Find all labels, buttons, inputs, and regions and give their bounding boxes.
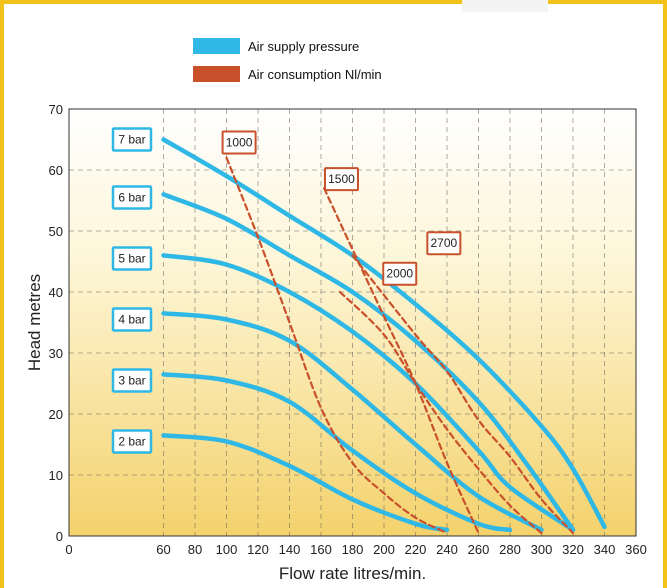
pressure-curve-6-bar (161, 192, 576, 533)
pressure-curve-7-bar (161, 137, 607, 530)
label-text: 7 bar (118, 133, 145, 147)
label-box (323, 167, 359, 192)
x-tick-label: 0 (65, 542, 72, 557)
x-tick-label: 340 (594, 542, 616, 557)
label-text: 1500 (328, 172, 355, 186)
label-2000: 2000 (382, 261, 418, 286)
label-box (221, 130, 257, 155)
label-text: 6 bar (118, 190, 145, 204)
y-tick-label: 0 (56, 529, 63, 544)
y-tick-label: 40 (49, 285, 63, 300)
x-tick-label: 260 (468, 542, 490, 557)
consumption-curve-1500 (323, 187, 480, 535)
top-tab (462, 0, 548, 12)
label-box (111, 246, 153, 271)
label-text: 2000 (386, 267, 413, 281)
label-2-bar: 2 bar (111, 429, 153, 454)
x-tick-label: 300 (531, 542, 553, 557)
pressure-curve-3-bar (161, 372, 513, 533)
x-tick-label: 120 (247, 542, 269, 557)
y-tick-label: 70 (49, 102, 63, 117)
plot-border (68, 108, 637, 537)
legend-label: Air supply pressure (248, 39, 359, 54)
label-3-bar: 3 bar (111, 368, 153, 393)
y-tick-label: 10 (49, 468, 63, 483)
y-axis-label: Head metres (25, 274, 44, 371)
legend-swatch (193, 38, 240, 54)
x-tick-label: 240 (436, 542, 458, 557)
label-text: 3 bar (118, 373, 145, 387)
label-box (111, 368, 153, 393)
label-box (382, 261, 418, 286)
y-tick-label: 60 (49, 163, 63, 178)
label-1500: 1500 (323, 167, 359, 192)
x-tick-label: 280 (499, 542, 521, 557)
x-tick-label: 200 (373, 542, 395, 557)
pressure-curve-4-bar (161, 311, 544, 533)
label-box (111, 127, 153, 152)
label-box (426, 231, 462, 256)
x-tick-label: 360 (625, 542, 647, 557)
y-tick-label: 20 (49, 407, 63, 422)
y-tick-label: 50 (49, 224, 63, 239)
label-box (111, 185, 153, 210)
x-tick-label: 220 (405, 542, 427, 557)
y-tick-label: 30 (49, 346, 63, 361)
x-tick-label: 100 (216, 542, 238, 557)
legend-label: Air consumption Nl/min (248, 67, 382, 82)
label-5-bar: 5 bar (111, 246, 153, 271)
pressure-curve-5-bar (161, 253, 576, 533)
label-text: 2700 (430, 236, 457, 250)
label-4-bar: 4 bar (111, 307, 153, 332)
label-2700: 2700 (426, 231, 462, 256)
legend-item-air-supply-pressure: Air supply pressure (193, 38, 359, 54)
x-tick-label: 180 (342, 542, 364, 557)
pressure-curve-2-bar (161, 433, 450, 533)
legend-item-air-consumption-nl-min: Air consumption Nl/min (193, 66, 382, 82)
x-tick-label: 320 (562, 542, 584, 557)
label-text: 4 bar (118, 312, 145, 326)
label-6-bar: 6 bar (111, 185, 153, 210)
x-tick-label: 80 (188, 542, 202, 557)
label-box (111, 307, 153, 332)
label-7-bar: 7 bar (111, 127, 153, 152)
x-tick-label: 60 (156, 542, 170, 557)
consumption-curve-1000 (225, 156, 449, 535)
label-text: 5 bar (118, 251, 145, 265)
consumption-curve-2000 (338, 290, 543, 535)
legend-swatch (193, 66, 240, 82)
label-text: 1000 (226, 136, 253, 150)
label-box (111, 429, 153, 454)
x-axis-label: Flow rate litres/min. (279, 564, 426, 583)
x-tick-label: 160 (310, 542, 332, 557)
x-tick-label: 140 (279, 542, 301, 557)
label-text: 2 bar (118, 434, 145, 448)
label-1000: 1000 (221, 130, 257, 155)
consumption-curve-2700 (351, 254, 575, 535)
